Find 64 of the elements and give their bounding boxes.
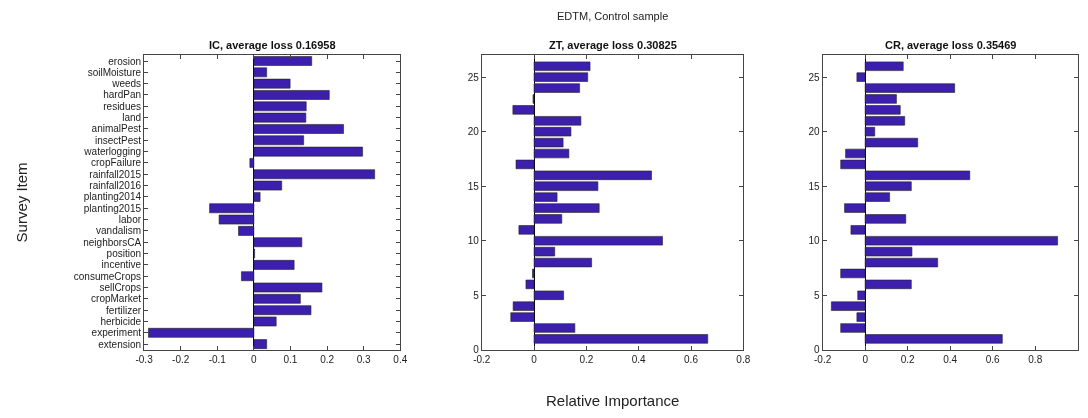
x-tick-label: -0.1: [208, 353, 227, 365]
y-tick-label: 10: [808, 235, 821, 247]
y-tick-label: incentive: [101, 259, 142, 271]
x-tick-label: 0.4: [943, 353, 958, 365]
x-tick-label: -0.2: [172, 353, 190, 365]
y-tick-label: erosion: [108, 55, 142, 67]
x-tick-label: 0.4: [631, 353, 647, 365]
y-tick-label: 15: [467, 180, 480, 192]
y-tick-label: land: [122, 112, 142, 124]
y-tick-label: 25: [808, 71, 821, 83]
chart-title: CR, average loss 0.35469: [885, 39, 1017, 51]
y-tick-label: herbicide: [100, 315, 142, 327]
y-tick-label: 20: [467, 126, 480, 138]
x-tick-label: 0.2: [579, 353, 594, 365]
y-tick-label: consumeCrops: [73, 270, 142, 282]
y-tick-label: weeds: [111, 78, 142, 90]
y-tick-label: rainfall2015: [89, 168, 142, 180]
y-tick-label: insectPest: [94, 134, 142, 146]
y-tick-label: 15: [808, 180, 821, 192]
x-tick-label: 0: [531, 353, 538, 365]
y-tick-label: rainfall2016: [89, 180, 142, 192]
y-tick-label: residues: [103, 100, 142, 112]
y-tick-label: 20: [808, 126, 821, 138]
y-tick-label: 5: [473, 289, 480, 301]
y-tick-label: position: [106, 248, 142, 260]
x-tick-label: 0: [862, 353, 869, 365]
y-tick-label: neighborsCA: [83, 236, 142, 248]
y-tick-label: cropFailure: [91, 157, 142, 169]
y-tick-label: planting2015: [83, 202, 142, 214]
y-tick-label: 0: [814, 344, 821, 356]
x-tick-label: 0.1: [283, 353, 298, 365]
y-tick-label: extension: [98, 338, 142, 350]
y-tick-label: cropMarket: [91, 293, 142, 305]
y-tick-label: sellCrops: [99, 282, 142, 294]
y-tick-label: waterlogging: [83, 146, 142, 158]
y-tick-label: fertilizer: [106, 304, 142, 316]
y-tick-label: 10: [467, 235, 480, 247]
y-tick-label: hardPan: [103, 89, 142, 101]
x-tick-label: 0.2: [320, 353, 335, 365]
x-axis-title: Relative Importance: [546, 392, 680, 409]
chart-title: IC, average loss 0.16958: [209, 39, 336, 51]
y-tick-label: labor: [118, 214, 142, 226]
x-tick-label: -0.2: [814, 353, 832, 365]
y-axis-title: Survey Item: [13, 162, 31, 243]
chart-title: ZT, average loss 0.30825: [549, 39, 677, 51]
x-tick-label: -0.3: [135, 353, 154, 365]
x-tick-label: 0.8: [1028, 353, 1043, 365]
text: EDTM, Control sample: [557, 10, 669, 22]
x-tick-label: 0.6: [684, 353, 699, 365]
y-tick-label: animalPest: [91, 123, 142, 135]
y-tick-label: soilMoisture: [87, 66, 142, 78]
x-tick-label: 0.6: [985, 353, 1001, 365]
x-tick-label: -0.2: [473, 353, 491, 365]
x-tick-label: 0.2: [900, 353, 916, 365]
y-tick-label: 5: [814, 289, 821, 301]
y-tick-label: vandalism: [96, 225, 142, 237]
y-tick-label: 0: [473, 344, 480, 356]
y-tick-label: planting2014: [83, 191, 142, 203]
x-tick-label: 0.3: [356, 353, 372, 365]
x-tick-label: 0: [251, 353, 258, 365]
x-tick-label: 0.4: [393, 353, 408, 365]
x-tick-label: 0.8: [736, 353, 751, 365]
y-tick-label: 25: [467, 71, 480, 83]
y-tick-label: experiment: [91, 327, 142, 339]
